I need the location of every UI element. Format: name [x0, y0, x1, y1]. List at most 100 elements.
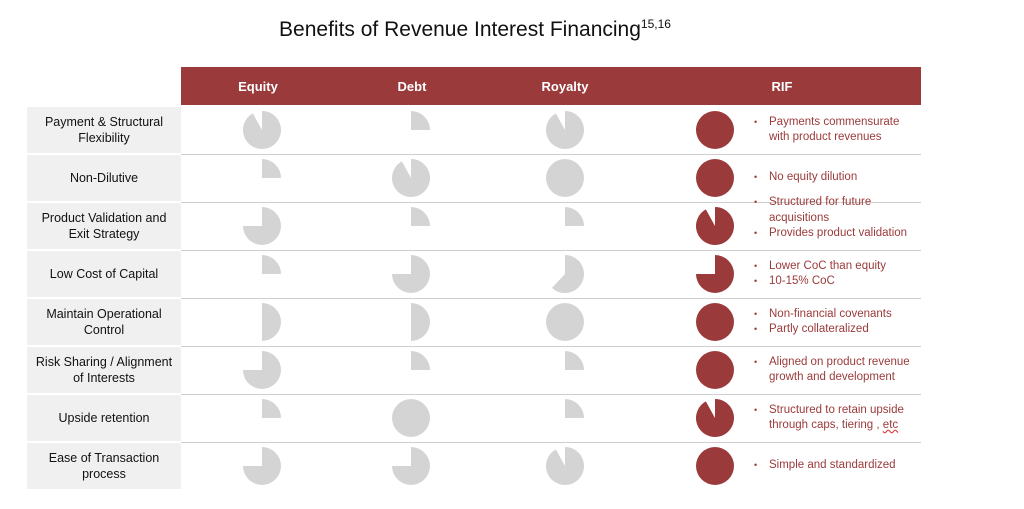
- row-divider: [181, 250, 921, 251]
- rif-note: Payments commensurate with product reven…: [752, 115, 922, 146]
- harvey-ball-rif-icon: [696, 351, 734, 389]
- harvey-ball-fill: [565, 351, 584, 370]
- harvey-ball-fill: [392, 447, 430, 485]
- harvey-ball-rif-icon: [696, 111, 734, 149]
- harvey-ball-royalty-icon: [565, 399, 584, 418]
- harvey-ball-rif-icon: [696, 159, 734, 197]
- column-header-debt: Debt: [397, 79, 427, 94]
- harvey-ball-fill: [565, 207, 584, 226]
- harvey-ball-fill: [262, 399, 281, 418]
- row-label: Ease of Transaction process: [27, 443, 181, 489]
- harvey-ball-fill: [411, 303, 430, 341]
- row-label: Low Cost of Capital: [27, 251, 181, 297]
- row-divider: [181, 442, 921, 443]
- harvey-ball-royalty-icon: [565, 351, 584, 370]
- harvey-ball-debt-icon: [411, 303, 430, 341]
- harvey-ball-fill: [551, 255, 584, 293]
- row-divider: [181, 154, 921, 155]
- rif-note: 10-15% CoC: [752, 274, 922, 290]
- page-title: Benefits of Revenue Interest Financing15…: [0, 17, 950, 42]
- harvey-ball-fill: [565, 399, 584, 418]
- rif-notes: Payments commensurate with product reven…: [752, 115, 922, 146]
- harvey-ball-fill: [696, 399, 734, 437]
- rif-notes: No equity dilution: [752, 170, 922, 186]
- harvey-ball-rif-icon: [696, 207, 734, 245]
- harvey-ball-rif-icon: [696, 255, 734, 293]
- row-divider: [181, 202, 921, 203]
- harvey-ball-fill: [696, 351, 734, 389]
- harvey-ball-fill: [411, 351, 430, 370]
- harvey-ball-fill: [546, 303, 584, 341]
- harvey-ball-debt-icon: [392, 159, 430, 197]
- rif-notes: Structured for future acquisitionsProvid…: [752, 195, 922, 242]
- row-label: Upside retention: [27, 395, 181, 441]
- rif-note: Structured to retain upside through caps…: [752, 403, 922, 434]
- column-header-equity: Equity: [238, 79, 278, 94]
- row-label: Risk Sharing / Alignment of Interests: [27, 347, 181, 393]
- column-header-royalty: Royalty: [541, 79, 589, 94]
- rif-notes: Aligned on product revenue growth and de…: [752, 355, 922, 386]
- rif-notes: Lower CoC than equity10-15% CoC: [752, 259, 922, 290]
- row-divider: [181, 346, 921, 347]
- harvey-ball-royalty-icon: [551, 255, 584, 293]
- harvey-ball-fill: [392, 255, 430, 293]
- rif-note: Structured for future acquisitions: [752, 195, 922, 226]
- harvey-ball-fill: [262, 303, 281, 341]
- rif-notes: Non-financial covenantsPartly collateral…: [752, 307, 922, 338]
- harvey-ball-fill: [546, 159, 584, 197]
- harvey-ball-royalty-icon: [546, 303, 584, 341]
- rif-note: Aligned on product revenue growth and de…: [752, 355, 922, 386]
- harvey-ball-fill: [411, 207, 430, 226]
- row-divider: [181, 298, 921, 299]
- harvey-ball-equity-icon: [262, 303, 281, 341]
- row-divider: [181, 394, 921, 395]
- title-superscript: 15,16: [640, 17, 671, 31]
- harvey-ball-rif-icon: [696, 303, 734, 341]
- harvey-ball-fill: [696, 111, 734, 149]
- rif-note: Simple and standardized: [752, 458, 922, 474]
- harvey-ball-debt-icon: [392, 399, 430, 437]
- rif-note: Provides product validation: [752, 226, 922, 242]
- rif-notes: Structured to retain upside through caps…: [752, 403, 922, 434]
- harvey-ball-debt-icon: [392, 255, 430, 293]
- harvey-ball-fill: [262, 255, 281, 274]
- title-text: Benefits of Revenue Interest Financing: [279, 18, 641, 41]
- harvey-ball-royalty-icon: [546, 447, 584, 485]
- harvey-ball-equity-icon: [262, 255, 281, 274]
- row-label: Product Validation and Exit Strategy: [27, 203, 181, 249]
- harvey-ball-fill: [696, 255, 734, 293]
- harvey-ball-fill: [546, 111, 584, 149]
- harvey-ball-royalty-icon: [546, 159, 584, 197]
- harvey-ball-royalty-icon: [546, 111, 584, 149]
- harvey-ball-fill: [411, 111, 430, 130]
- table-header-bar: [181, 67, 921, 105]
- harvey-ball-fill: [243, 351, 281, 389]
- harvey-ball-debt-icon: [411, 207, 430, 226]
- harvey-ball-fill: [243, 111, 281, 149]
- harvey-ball-fill: [243, 207, 281, 245]
- harvey-ball-fill: [546, 447, 584, 485]
- harvey-ball-equity-icon: [243, 351, 281, 389]
- harvey-ball-debt-icon: [411, 351, 430, 370]
- row-label: Maintain Operational Control: [27, 299, 181, 345]
- harvey-ball-equity-icon: [262, 159, 281, 178]
- harvey-ball-rif-icon: [696, 447, 734, 485]
- row-label: Payment & Structural Flexibility: [27, 107, 181, 153]
- harvey-ball-equity-icon: [243, 447, 281, 485]
- rif-note: No equity dilution: [752, 170, 922, 186]
- harvey-ball-fill: [243, 447, 281, 485]
- harvey-ball-fill: [696, 303, 734, 341]
- harvey-ball-fill: [696, 207, 734, 245]
- harvey-ball-fill: [262, 159, 281, 178]
- harvey-ball-royalty-icon: [565, 207, 584, 226]
- harvey-ball-fill: [392, 399, 430, 437]
- column-header-rif: RIF: [771, 79, 793, 94]
- rif-notes: Simple and standardized: [752, 458, 922, 474]
- harvey-ball-fill: [392, 159, 430, 197]
- harvey-ball-equity-icon: [243, 207, 281, 245]
- harvey-ball-debt-icon: [392, 447, 430, 485]
- harvey-ball-rif-icon: [696, 399, 734, 437]
- rif-note: Partly collateralized: [752, 322, 922, 338]
- harvey-ball-equity-icon: [262, 399, 281, 418]
- row-label: Non-Dilutive: [27, 155, 181, 201]
